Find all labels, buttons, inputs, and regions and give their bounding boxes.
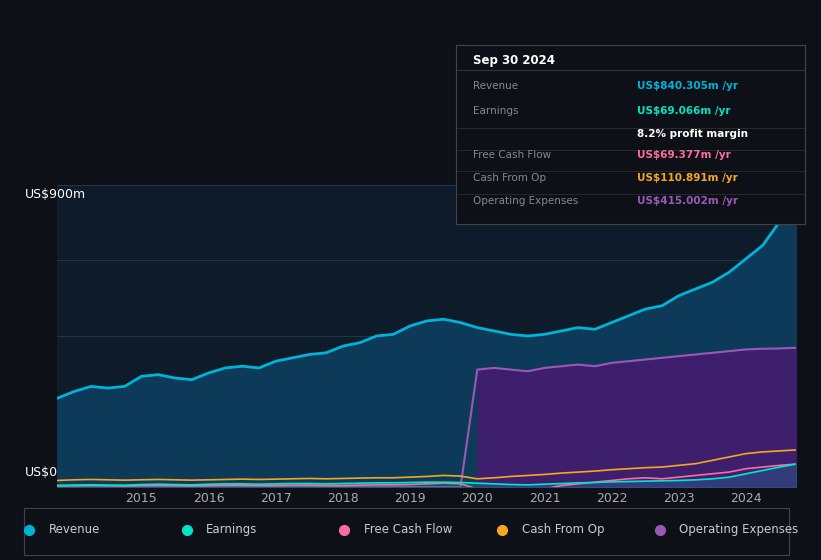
Text: Revenue: Revenue — [48, 523, 100, 536]
Text: Sep 30 2024: Sep 30 2024 — [473, 54, 555, 67]
Text: 8.2% profit margin: 8.2% profit margin — [637, 128, 748, 138]
Text: Operating Expenses: Operating Expenses — [679, 523, 799, 536]
Text: Operating Expenses: Operating Expenses — [473, 195, 578, 206]
Text: US$69.377m /yr: US$69.377m /yr — [637, 150, 731, 160]
Text: US$415.002m /yr: US$415.002m /yr — [637, 195, 738, 206]
Text: Free Cash Flow: Free Cash Flow — [364, 523, 452, 536]
Text: US$840.305m /yr: US$840.305m /yr — [637, 81, 738, 91]
Text: Earnings: Earnings — [473, 106, 519, 116]
Text: US$69.066m /yr: US$69.066m /yr — [637, 106, 731, 116]
Text: Free Cash Flow: Free Cash Flow — [473, 150, 551, 160]
Text: US$110.891m /yr: US$110.891m /yr — [637, 173, 738, 183]
Text: Revenue: Revenue — [473, 81, 518, 91]
Text: Cash From Op: Cash From Op — [521, 523, 604, 536]
Text: Earnings: Earnings — [206, 523, 258, 536]
Text: US$900m: US$900m — [25, 188, 85, 200]
Text: Cash From Op: Cash From Op — [473, 173, 546, 183]
Text: US$0: US$0 — [25, 466, 57, 479]
